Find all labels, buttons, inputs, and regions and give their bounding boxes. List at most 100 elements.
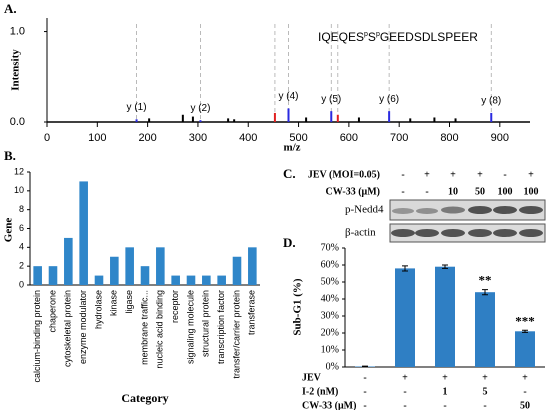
error-bar xyxy=(442,264,448,269)
x-tick-label: 100 xyxy=(88,132,106,144)
x-tick-label: 400 xyxy=(239,132,257,144)
error-bar xyxy=(522,329,528,333)
bar xyxy=(171,275,180,285)
x-tick-label: 300 xyxy=(189,132,207,144)
y-tick-label: 0% xyxy=(326,361,339,372)
x-tick-label: 0 xyxy=(44,132,50,144)
peptide: IQEQESpSpGEEDSDLSPEER xyxy=(318,30,478,44)
row-value: + xyxy=(442,372,448,383)
error-bar xyxy=(482,289,488,296)
bar xyxy=(232,256,242,285)
x-tick-label: 900 xyxy=(491,132,509,144)
y-tick-label: 70% xyxy=(321,242,339,253)
y-tick-label: 12 xyxy=(14,166,24,176)
row-value: - xyxy=(523,386,526,397)
peak-label: y (1) xyxy=(127,102,147,113)
peptide-part: S xyxy=(368,30,376,44)
bar xyxy=(110,256,119,285)
x-tick-label: transferase xyxy=(247,290,257,335)
x-tick-label: cytoskeletal protein xyxy=(63,290,73,367)
condition-value: + xyxy=(424,169,430,180)
y-tick-label: 30% xyxy=(321,310,339,321)
bar xyxy=(64,237,73,285)
bar xyxy=(435,266,455,367)
row-value: - xyxy=(483,400,486,410)
row-value: - xyxy=(363,386,366,397)
y-tick-label: 60% xyxy=(321,259,339,270)
band-label: p-Nedd4 xyxy=(345,204,384,216)
y-tick-label: 0.0 xyxy=(10,116,25,128)
condition-value: - xyxy=(401,186,404,197)
row-value: - xyxy=(403,400,406,410)
bar xyxy=(217,275,226,285)
peptide-part: IQEQES xyxy=(318,30,364,44)
row-label: I-2 (nM) xyxy=(302,386,338,397)
row-value: - xyxy=(443,400,446,410)
band-label: β-actin xyxy=(345,227,376,239)
row-value: 5 xyxy=(483,386,488,397)
row-value: - xyxy=(403,386,406,397)
row-value: + xyxy=(522,372,528,383)
x-tick-label: 500 xyxy=(289,132,307,144)
panel-letter: B. xyxy=(4,148,16,163)
x-tick-label: nucleic acid binding xyxy=(155,290,165,369)
bar xyxy=(48,266,58,285)
bar xyxy=(186,275,196,285)
error-bar xyxy=(402,265,408,272)
y-tick-label: 10% xyxy=(321,344,339,355)
peak-label: y (6) xyxy=(379,94,399,105)
bar xyxy=(248,247,257,285)
row-value: + xyxy=(482,372,488,383)
x-tick-label: 200 xyxy=(138,132,156,144)
x-tick-label: signaling molecule xyxy=(185,290,195,364)
row-value: - xyxy=(363,372,366,383)
condition-value: - xyxy=(401,169,404,180)
x-tick-label: transcription factor xyxy=(216,290,226,364)
row-label: JEV xyxy=(302,372,322,383)
peptide-part: GEEDSDLSPEER xyxy=(380,30,478,44)
x-tick-label: 600 xyxy=(340,132,358,144)
significance: ** xyxy=(479,273,492,288)
y-axis-label: Gene xyxy=(3,218,15,243)
condition-value: - xyxy=(425,186,428,197)
bar xyxy=(94,275,104,285)
bar xyxy=(33,266,42,285)
condition-value: 100 xyxy=(498,186,513,197)
row-value: 50 xyxy=(520,400,530,410)
y-tick-label: 40% xyxy=(321,293,339,304)
row-value: 1 xyxy=(443,386,448,397)
x-axis-label: m/z xyxy=(283,142,300,154)
bar xyxy=(395,268,415,367)
condition-value: 10 xyxy=(448,186,458,197)
condition-label: CW-33 (μM) xyxy=(326,186,380,197)
y-tick-label: 20% xyxy=(321,327,339,338)
x-tick-label: structural protein xyxy=(201,290,211,357)
significance: *** xyxy=(515,313,535,328)
condition-value: 100 xyxy=(524,186,539,197)
peptide-part: p xyxy=(376,31,380,38)
x-tick-label: membrane traffic... xyxy=(139,290,149,365)
x-tick-label: transfer/carrier protein xyxy=(231,290,241,379)
panel-letter: C. xyxy=(283,166,296,181)
condition-value: + xyxy=(528,169,534,180)
row-label: CW-33 (μM) xyxy=(302,400,356,410)
bar xyxy=(515,331,535,367)
y-tick-label: 8 xyxy=(19,204,24,214)
bar xyxy=(202,275,211,285)
condition-value: + xyxy=(450,169,456,180)
peak-label: y (5) xyxy=(321,94,341,105)
y-tick-label: 0 xyxy=(19,279,24,289)
x-tick-label: hydrolase xyxy=(93,290,103,329)
bar xyxy=(475,292,495,367)
y-axis-label: Intensity xyxy=(10,49,22,91)
x-tick-label: kinase xyxy=(109,290,119,316)
bar xyxy=(79,181,88,285)
x-tick-label: chaperone xyxy=(47,290,57,333)
y-axis-label: Sub-G1 (%) xyxy=(292,278,304,335)
blot-strip xyxy=(389,199,546,221)
y-tick-label: 2 xyxy=(19,261,24,271)
y-tick-label: 10 xyxy=(14,185,24,195)
y-tick-label: 1.0 xyxy=(10,25,25,37)
x-tick-label: 800 xyxy=(440,132,458,144)
